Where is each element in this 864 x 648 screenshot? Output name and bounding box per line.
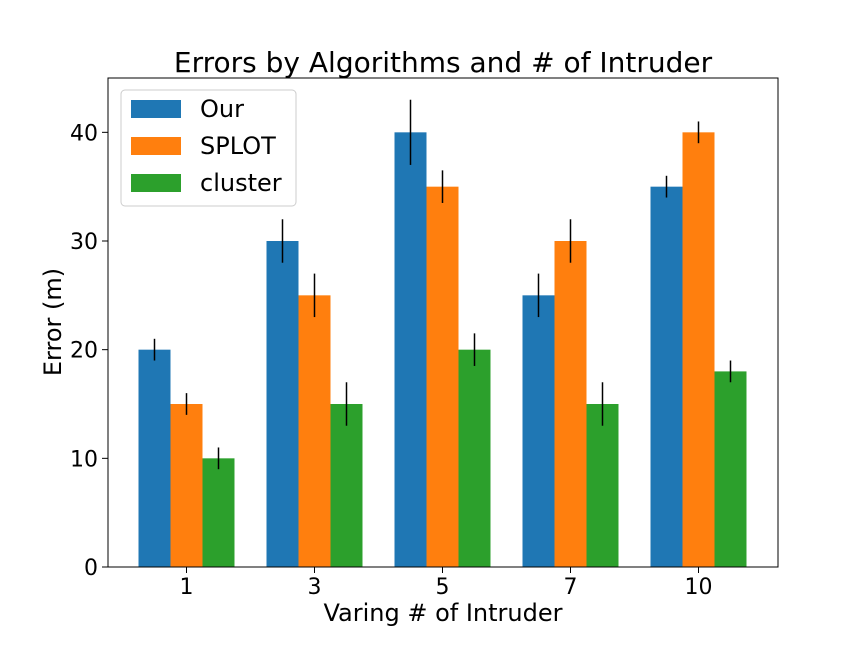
x-axis-label: Varing # of Intruder [323, 599, 562, 627]
legend: Our SPLOT cluster [120, 89, 297, 207]
chart-title: Errors by Algorithms and # of Intruder [174, 46, 713, 79]
x-axis: 1 3 5 7 10 [180, 567, 713, 600]
bar-our-7 [522, 295, 555, 567]
bar-cluster-5 [458, 349, 491, 567]
y-tick-label: 30 [70, 230, 98, 255]
bar-splot-5 [426, 186, 459, 567]
y-axis-label: Error (m) [39, 268, 67, 376]
bar-our-10 [650, 186, 683, 567]
y-axis: 0 10 20 30 40 [70, 121, 108, 581]
legend-label-cluster: cluster [200, 169, 282, 197]
legend-label-our: Our [200, 95, 244, 123]
legend-label-splot: SPLOT [200, 132, 276, 160]
x-tick-label: 5 [436, 575, 450, 600]
bar-our-1 [138, 349, 171, 567]
x-tick-label: 10 [685, 575, 713, 600]
x-tick-label: 1 [180, 575, 194, 600]
x-tick-label: 7 [564, 575, 578, 600]
bar-our-5 [394, 132, 427, 568]
bar-splot-3 [298, 295, 331, 567]
x-tick-label: 3 [308, 575, 322, 600]
bar-our-3 [266, 241, 299, 567]
bar-cluster-3 [330, 404, 363, 567]
error-bars-layer [153, 99, 732, 470]
legend-swatch-splot [131, 137, 181, 155]
bar-splot-10 [682, 132, 715, 568]
y-tick-label: 20 [70, 339, 98, 364]
bar-cluster-7 [586, 404, 619, 567]
bar-splot-7 [554, 241, 587, 567]
legend-swatch-our [131, 100, 181, 118]
bar-splot-1 [170, 404, 203, 567]
y-tick-label: 40 [70, 121, 98, 146]
y-tick-label: 0 [84, 556, 98, 581]
bars-layer [138, 132, 747, 568]
bar-cluster-1 [202, 458, 235, 567]
y-tick-label: 10 [70, 447, 98, 472]
bar-cluster-10 [714, 371, 747, 567]
legend-swatch-cluster [131, 174, 181, 192]
